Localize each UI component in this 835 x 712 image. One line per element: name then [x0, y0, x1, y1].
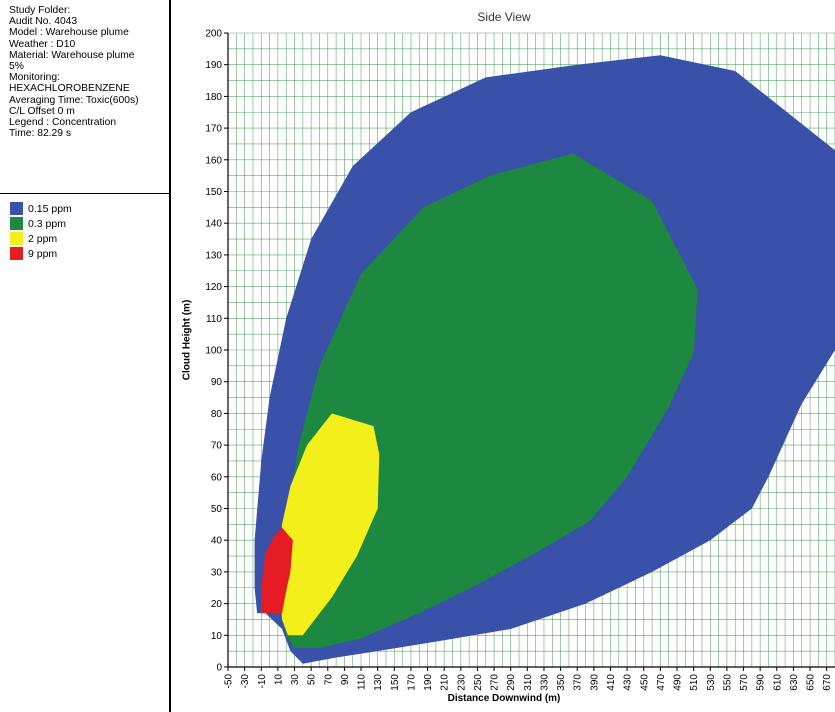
y-tick-label: 190 [205, 60, 222, 71]
info-line: Legend : Concentration [9, 117, 117, 129]
x-tick-label: 90 [340, 674, 351, 686]
legend-swatch [10, 202, 23, 215]
x-tick-label: 30 [290, 674, 301, 686]
info-line: Time: 82.29 s [9, 128, 71, 140]
info-line: Audit No. 4043 [9, 16, 78, 28]
x-tick-label: 430 [623, 674, 634, 691]
x-tick-label: 230 [456, 674, 467, 691]
y-tick-label: 0 [216, 663, 222, 674]
x-tick-label: 290 [506, 674, 517, 691]
x-tick-label: 50 [307, 674, 318, 686]
legend-swatch [10, 247, 23, 260]
chart-title: Side View [477, 10, 531, 24]
y-tick-label: 110 [206, 314, 222, 325]
info-line: Study Folder: [9, 5, 71, 16]
x-tick-label: 410 [606, 674, 617, 691]
y-tick-label: 180 [205, 92, 222, 103]
info-line: 5% [9, 61, 24, 73]
legend-label: 0.3 ppm [28, 217, 66, 230]
y-tick-label: 80 [211, 409, 223, 420]
info-line: Averaging Time: Toxic(600s) [9, 94, 139, 106]
x-tick-label: 190 [423, 674, 434, 691]
legend-swatch [10, 232, 23, 245]
y-tick-label: 170 [205, 124, 222, 135]
left-panel: Study Folder: Audit No. 4043 Model : Wareh… [0, 0, 171, 712]
x-tick-label: 490 [673, 674, 684, 691]
x-tick-label: 370 [573, 674, 584, 691]
y-tick-label: 20 [211, 599, 223, 610]
legend-item: 0.3 ppm [10, 216, 171, 231]
x-tick-label: 650 [806, 674, 817, 691]
plume-contour [282, 153, 698, 648]
x-tick-label: -30 [240, 674, 251, 689]
plume-contour [279, 413, 380, 636]
x-axis-label: Distance Downwind (m) [447, 693, 561, 704]
legend-item: 0.15 ppm [10, 201, 171, 216]
x-tick-label: 250 [473, 674, 484, 691]
y-tick-label: 120 [205, 282, 222, 293]
x-tick-label: 470 [656, 674, 667, 691]
x-tick-label: 270 [490, 674, 501, 691]
y-tick-label: 90 [211, 377, 223, 388]
legend: 0.15 ppm 0.3 ppm 2 ppm 9 ppm [0, 195, 171, 261]
legend-label: 9 ppm [28, 247, 58, 260]
legend-item: 2 ppm [10, 231, 171, 246]
x-tick-label: 10 [273, 674, 284, 686]
info-line: HEXACHLOROBENZENE [9, 83, 130, 95]
x-tick-label: 530 [706, 674, 717, 691]
x-tick-label: 510 [689, 674, 700, 691]
x-tick-label: 610 [772, 674, 783, 691]
x-tick-label: 390 [589, 674, 600, 691]
y-tick-label: 30 [211, 567, 223, 578]
x-tick-label: 350 [556, 674, 567, 691]
legend-label: 2 ppm [28, 232, 58, 245]
info-line: Monitoring: [9, 72, 60, 84]
y-tick-label: 140 [205, 219, 222, 230]
y-tick-label: 160 [205, 155, 222, 166]
x-tick-label: -10 [257, 674, 268, 689]
y-tick-label: 70 [211, 441, 223, 452]
y-tick-label: 200 [205, 29, 222, 40]
legend-item: 9 ppm [10, 246, 171, 261]
y-tick-label: 50 [211, 504, 223, 515]
side-view-chart: 0 10 20 30 40 50 60 70 80 90 100 110 120 130 140 150 160… [205, 29, 835, 691]
y-tick-label: 130 [205, 250, 222, 261]
y-tick-label: 60 [211, 472, 223, 483]
x-tick-label: 110 [357, 674, 368, 690]
x-tick-label: 450 [639, 674, 650, 691]
legend-swatch [10, 217, 23, 230]
x-tick-label: 550 [722, 674, 733, 691]
y-tick-label: 40 [211, 536, 223, 547]
x-tick-label: 590 [756, 674, 767, 691]
x-tick-label: 130 [373, 674, 384, 691]
plot-area: Side View Cloud Height (m) Distance Down… [173, 0, 835, 712]
info-line: Model : Warehouse plume [9, 27, 129, 39]
y-tick-label: 150 [205, 187, 222, 198]
x-tick-label: 670 [822, 674, 833, 691]
info-line: C/L Offset 0 m [9, 105, 75, 117]
info-line: Material: Warehouse plume [9, 49, 135, 61]
y-tick-label: 10 [211, 631, 223, 642]
x-tick-label: 170 [406, 674, 417, 691]
legend-label: 0.15 ppm [28, 202, 72, 215]
x-tick-label: 210 [440, 674, 451, 691]
x-tick-label: 150 [390, 674, 401, 691]
x-tick-label: 70 [323, 674, 334, 686]
x-tick-label: 630 [789, 674, 800, 691]
study-info-box: Study Folder: Audit No. 4043 Model : Wareh… [0, 0, 171, 194]
x-tick-label: 570 [739, 674, 750, 691]
info-line: Weather : D10 [9, 38, 76, 50]
x-tick-label: 310 [523, 674, 534, 691]
x-tick-label: -50 [224, 674, 235, 689]
plume-contour [261, 527, 293, 614]
x-tick-label: 330 [539, 674, 550, 691]
y-tick-label: 100 [205, 346, 222, 357]
